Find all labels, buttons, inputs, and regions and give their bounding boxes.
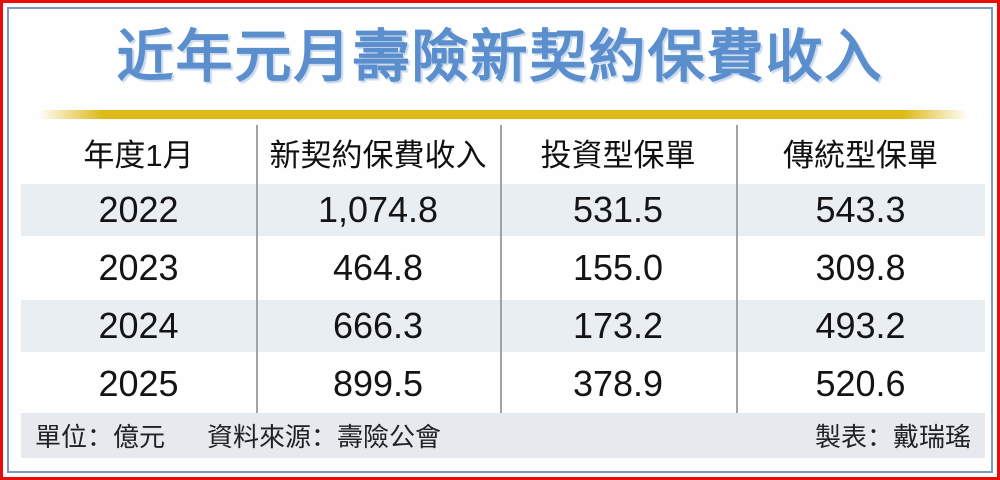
- credit-note: 製表：戴瑞瑤: [814, 422, 971, 452]
- gold-divider-line: [38, 110, 968, 119]
- unit-note: 單位：億元: [35, 422, 166, 452]
- table-cell-year: 2024: [98, 305, 179, 346]
- table-row: 2022 1,074.8 531.5 543.3: [21, 181, 985, 239]
- column-divider: [736, 125, 738, 413]
- column-divider: [256, 125, 258, 413]
- table-cell-investment: 155.0: [572, 247, 664, 288]
- table-cell-year: 2023: [98, 247, 179, 288]
- header-cell-investment: 投資型保單: [540, 137, 696, 173]
- table-cell-traditional: 520.6: [815, 363, 906, 404]
- header-cell-new-premium: 新契約保費收入: [269, 137, 487, 173]
- table-row: 2024 666.3 173.2 493.2: [21, 297, 985, 355]
- table-row: 2025 899.5 378.9 520.6: [21, 355, 985, 413]
- source-note: 資料來源：壽險公會: [207, 422, 442, 452]
- table-cell-traditional: 493.2: [815, 305, 906, 346]
- header-cell-year: 年度1月: [83, 137, 194, 173]
- table-cell-new-premium: 666.3: [332, 305, 424, 346]
- table-cell-new-premium: 464.8: [332, 247, 424, 288]
- page-title: 近年元月壽險新契約保費收入: [116, 25, 884, 89]
- table-cell-traditional: 543.3: [815, 189, 906, 230]
- table-cell-year: 2025: [98, 363, 179, 404]
- table-cell-new-premium: 1,074.8: [317, 189, 439, 230]
- table-cell-new-premium: 899.5: [332, 363, 424, 404]
- footer-left-notes: 單位：億元 資料來源：壽險公會: [35, 417, 441, 454]
- table-cell-traditional: 309.8: [815, 247, 906, 288]
- table-cell-investment: 531.5: [572, 189, 664, 230]
- table-header-row: 年度1月 新契約保費收入 投資型保單 傳統型保單: [21, 123, 985, 181]
- table-row: 2023 464.8 155.0 309.8: [21, 239, 985, 297]
- column-divider: [500, 125, 502, 413]
- table-cell-year: 2022: [98, 189, 179, 230]
- footer-note-bar: 單位：億元 資料來源：壽險公會 製表：戴瑞瑤: [21, 413, 985, 458]
- premium-table: 年度1月 新契約保費收入 投資型保單 傳統型保單 2022 1,074.8 53…: [21, 123, 985, 413]
- table-cell-investment: 378.9: [572, 363, 664, 404]
- table-cell-investment: 173.2: [572, 305, 664, 346]
- header-cell-traditional: 傳統型保單: [783, 137, 938, 173]
